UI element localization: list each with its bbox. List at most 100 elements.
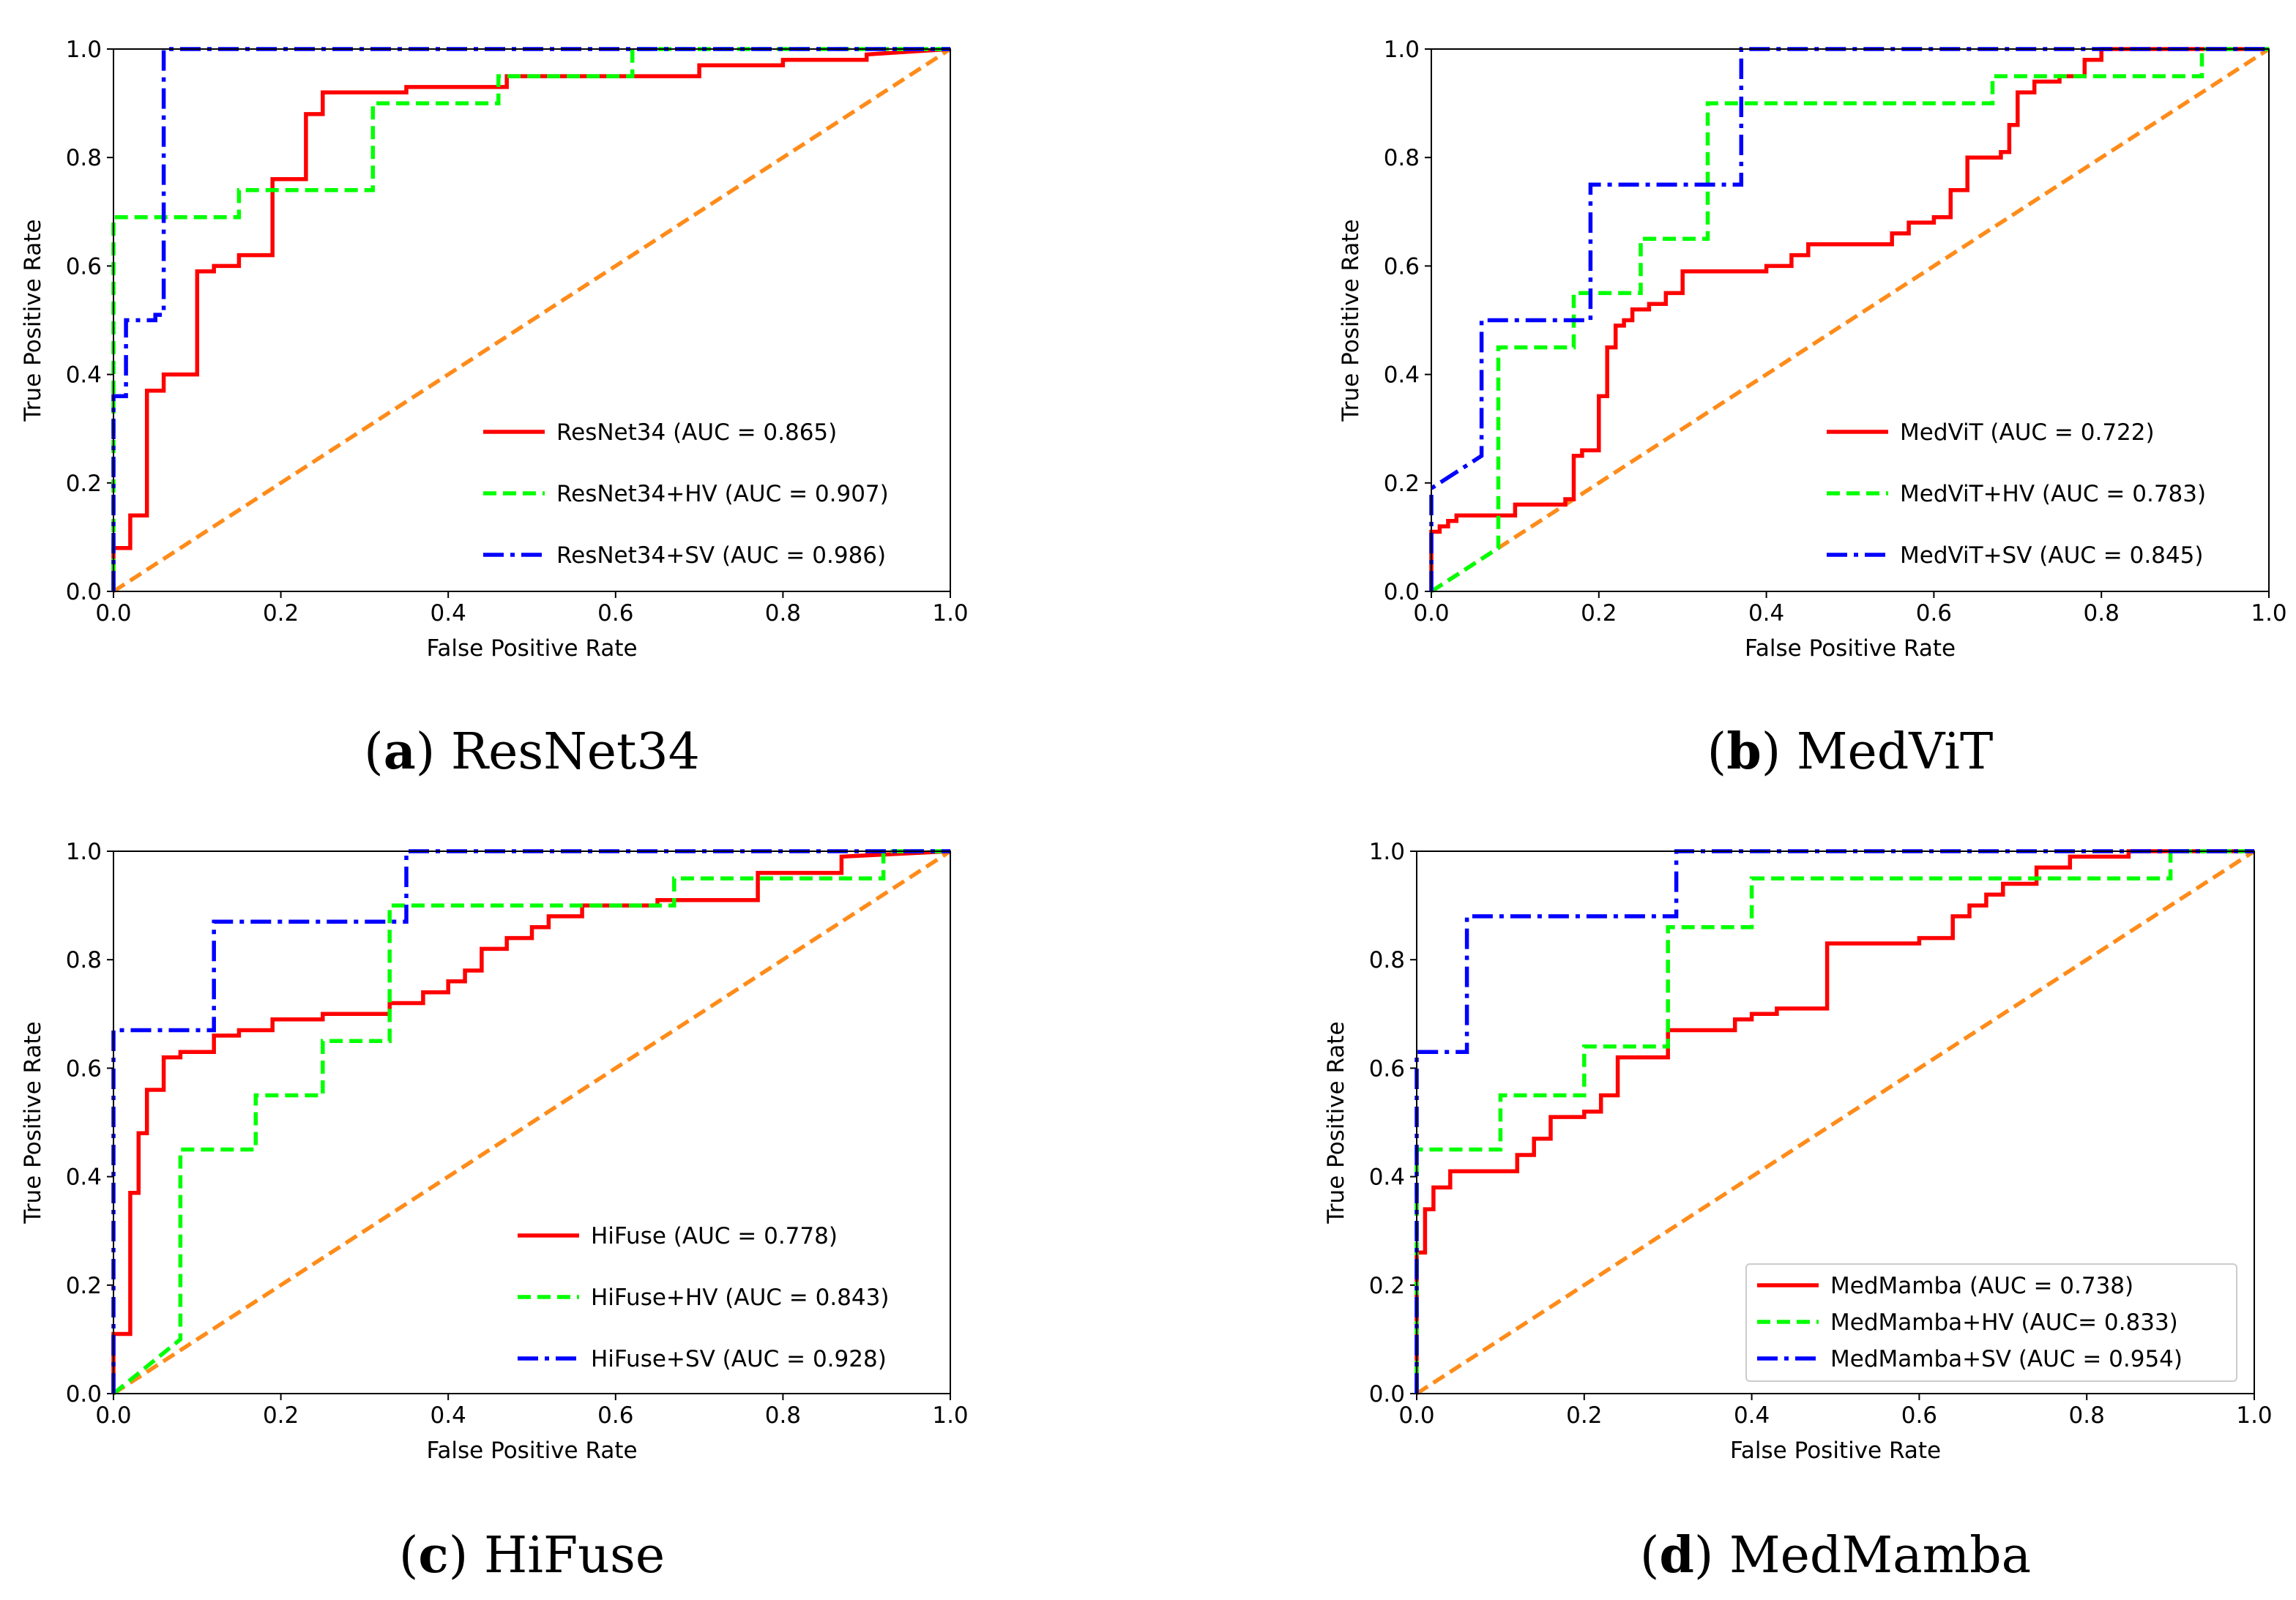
panel-caption: (c) HiFuse (399, 1526, 665, 1585)
roc-panel-d: 0.0 0.2 0.4 0.6 0.8 1.0 0.0 0.2 0.4 0.6 0.8 1.0 Fals… (1323, 839, 2273, 1585)
x-axis-title: False Positive Rate (1730, 1438, 1941, 1464)
series-line-resnet34-sv (111, 47, 950, 591)
y-axis-title: True Positive Rate (20, 1021, 46, 1224)
y-tick-label: 0.8 (66, 145, 102, 171)
y-tick-label: 0.6 (1384, 253, 1420, 280)
y-tick-label: 0.0 (1369, 1381, 1405, 1408)
legend-label: MedViT (AUC = 0.722) (1900, 419, 2155, 446)
plot-frame (1416, 851, 2255, 1394)
panel-caption: (a) ResNet34 (364, 722, 700, 781)
y-tick-label: 0.6 (66, 1055, 102, 1082)
x-tick-label: 0.4 (430, 1402, 466, 1429)
y-tick-label: 1.0 (66, 37, 102, 63)
legend: MedViT (AUC = 0.722) MedViT+HV (AUC = 0.7… (1827, 419, 2206, 569)
roc-panel-c: 0.0 0.2 0.4 0.6 0.8 1.0 0.0 0.2 0.4 0.6 0.8 1.0 Fals… (20, 839, 969, 1585)
y-axis-title: True Positive Rate (1338, 219, 1364, 422)
series-line-chance (1415, 849, 2256, 1396)
series-line-chance (112, 47, 952, 594)
y-tick-label: 0.2 (66, 471, 102, 497)
x-axis-title: False Positive Rate (426, 1438, 637, 1464)
x-tick-label: 1.0 (932, 1402, 968, 1429)
y-tick-label: 0.6 (66, 253, 102, 280)
plot-frame (113, 48, 951, 592)
y-tick-label: 0.4 (66, 362, 102, 389)
legend: ResNet34 (AUC = 0.865) ResNet34+HV (AUC =… (483, 419, 889, 569)
caption-paren: ) (449, 1527, 484, 1585)
y-tick-label: 0.0 (66, 579, 102, 605)
x-tick-label: 0.4 (1734, 1402, 1770, 1429)
legend-label: HiFuse (AUC = 0.778) (591, 1223, 838, 1249)
caption-paren: ) (1762, 723, 1797, 781)
x-tick-label: 0.0 (95, 1402, 131, 1429)
x-tick-label: 0.8 (2069, 1402, 2105, 1429)
caption-letter: a (384, 722, 416, 781)
roc-panel-a: 0.0 0.2 0.4 0.6 0.8 1.0 0.0 0.2 0.4 0.6 0.8 1.0 Fals… (20, 37, 969, 781)
series-line-medvit-hv (1430, 47, 2269, 594)
roc-panel-b: 0.0 0.2 0.4 0.6 0.8 1.0 0.0 0.2 0.4 0.6 0.8 1.0 Fals… (1338, 37, 2287, 781)
y-tick-label: 0.4 (1384, 362, 1420, 389)
legend-label: ResNet34+HV (AUC = 0.907) (556, 481, 889, 507)
caption-text: HiFuse (484, 1527, 665, 1585)
y-tick-label: 0.0 (66, 1381, 102, 1408)
panel-caption: (b) MedViT (1707, 722, 1994, 781)
caption-text: ResNet34 (451, 723, 700, 781)
x-tick-label: 0.2 (1566, 1402, 1602, 1429)
x-tick-label: 0.6 (1916, 600, 1952, 627)
legend-label: MedViT+HV (AUC = 0.783) (1900, 481, 2206, 507)
x-tick-label: 0.6 (597, 1402, 633, 1429)
x-tick-label: 1.0 (2251, 600, 2286, 627)
x-tick-label: 0.2 (263, 600, 299, 627)
y-tick-label: 0.8 (1384, 145, 1420, 171)
legend-label: MedMamba+HV (AUC= 0.833) (1830, 1309, 2178, 1336)
caption-paren: ( (1640, 1527, 1660, 1585)
y-tick-label: 1.0 (1369, 839, 1405, 865)
x-tick-label: 0.4 (430, 600, 466, 627)
y-tick-label: 0.4 (1369, 1165, 1405, 1191)
x-tick-label: 1.0 (2236, 1402, 2272, 1429)
legend-label: MedMamba (AUC = 0.738) (1830, 1273, 2133, 1299)
y-tick-label: 0.6 (1369, 1055, 1405, 1082)
legend-box (1745, 1263, 2237, 1382)
y-tick-label: 0.0 (1384, 579, 1420, 605)
legend-label: HiFuse+HV (AUC = 0.843) (591, 1285, 889, 1311)
caption-text: MedViT (1797, 723, 1993, 781)
caption-paren: ( (399, 1527, 419, 1585)
caption-paren: ) (416, 723, 451, 781)
x-tick-label: 0.8 (765, 600, 801, 627)
caption-letter: c (418, 1526, 448, 1585)
x-axis-title: False Positive Rate (426, 635, 637, 662)
x-tick-label: 0.8 (2084, 600, 2120, 627)
series-line-medmamba-hv (1414, 849, 2254, 1394)
y-tick-label: 0.2 (1384, 471, 1420, 497)
x-tick-label: 0.8 (765, 1402, 801, 1429)
legend-label: MedViT+SV (AUC = 0.845) (1900, 542, 2203, 569)
series-line-medvit-sv (1429, 47, 2269, 591)
y-tick-label: 0.2 (66, 1273, 102, 1299)
y-tick-label: 0.8 (66, 947, 102, 973)
x-tick-label: 0.6 (597, 600, 633, 627)
x-tick-label: 0.2 (263, 1402, 299, 1429)
x-tick-label: 0.0 (95, 600, 131, 627)
series-line-medvit (1429, 47, 2269, 591)
legend: MedMamba (AUC = 0.738) MedMamba+HV (AUC= … (1745, 1263, 2237, 1382)
caption-paren: ) (1694, 1527, 1729, 1585)
series-line-chance (112, 849, 952, 1396)
y-axis-title: True Positive Rate (1323, 1021, 1349, 1224)
y-tick-label: 1.0 (66, 839, 102, 865)
series-line-resnet34-hv (111, 47, 950, 591)
legend-label: HiFuse+SV (AUC = 0.928) (591, 1346, 887, 1372)
x-axis-title: False Positive Rate (1745, 635, 1956, 662)
y-tick-label: 0.2 (1369, 1273, 1405, 1299)
caption-paren: ( (364, 723, 384, 781)
y-tick-label: 0.8 (1369, 947, 1405, 973)
panel-caption: (d) MedMamba (1640, 1526, 2031, 1585)
plot-frame (1431, 48, 2270, 592)
x-tick-label: 0.0 (1413, 600, 1449, 627)
series-line-hifuse (111, 849, 951, 1394)
x-tick-label: 0.2 (1581, 600, 1617, 627)
x-tick-label: 0.6 (1901, 1402, 1937, 1429)
y-tick-label: 0.4 (66, 1165, 102, 1191)
caption-paren: ( (1707, 723, 1727, 781)
series-line-hifuse-hv (112, 849, 950, 1396)
